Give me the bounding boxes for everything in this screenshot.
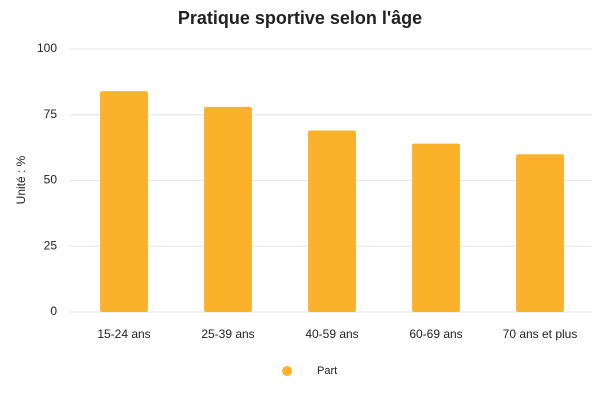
x-tick-label: 60-69 ans xyxy=(409,327,462,341)
x-tick-label: 70 ans et plus xyxy=(503,327,578,341)
y-tick-label: 100 xyxy=(37,41,57,55)
bar xyxy=(100,91,148,312)
chart-title: Pratique sportive selon l'âge xyxy=(178,8,422,28)
y-tick-label: 0 xyxy=(50,304,57,318)
legend-marker xyxy=(282,366,292,376)
y-tick-label: 50 xyxy=(44,173,58,187)
bar xyxy=(308,130,356,312)
y-axis-label: Unité : % xyxy=(14,155,28,204)
x-tick-label: 40-59 ans xyxy=(305,327,358,341)
bar xyxy=(516,154,564,312)
x-tick-label: 15-24 ans xyxy=(97,327,150,341)
bar xyxy=(412,143,460,312)
bar xyxy=(204,106,252,312)
y-tick-label: 75 xyxy=(44,107,58,121)
y-tick-label: 25 xyxy=(44,238,58,252)
legend-label: Part xyxy=(317,365,337,377)
x-tick-label: 25-39 ans xyxy=(201,327,254,341)
